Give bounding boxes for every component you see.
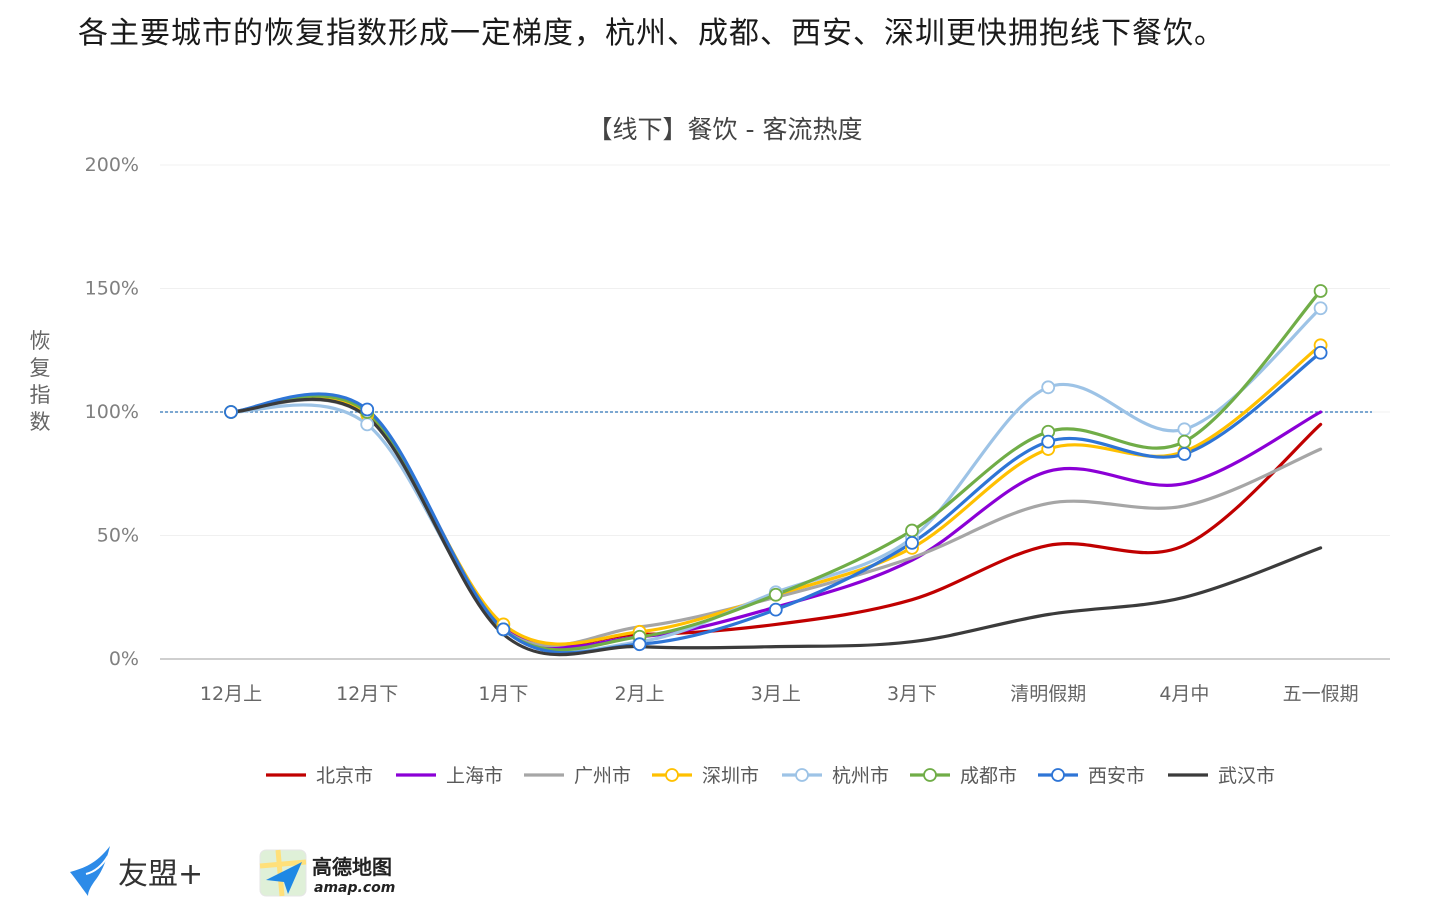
- data-point-西安市: [224, 405, 238, 419]
- data-point-西安市: [360, 402, 375, 417]
- data-point-西安市: [496, 622, 511, 637]
- y-tick-label: 100%: [85, 401, 139, 423]
- data-point-杭州市: [360, 417, 375, 432]
- legend-marker-成都市: [923, 768, 937, 782]
- chart-title: 【线下】餐饮 - 客流热度: [588, 115, 863, 144]
- amap-logo: 高德地图 amap.com: [259, 849, 395, 897]
- data-point-西安市: [632, 637, 647, 652]
- legend-label: 杭州市: [832, 765, 889, 787]
- amap-logo-name: 高德地图: [312, 855, 392, 879]
- umeng-logo: 友盟+: [70, 846, 203, 896]
- amap-arrow-icon: [266, 862, 302, 894]
- amap-logo-url: amap.com: [314, 880, 395, 896]
- data-point-西安市: [1313, 345, 1328, 360]
- y-axis-label-char: 指: [30, 383, 51, 407]
- legend-marker-深圳市: [665, 768, 679, 782]
- x-tick-label: 2月上: [615, 683, 665, 705]
- legend-label: 北京市: [316, 765, 373, 787]
- x-tick-label: 3月上: [751, 683, 801, 705]
- data-point-西安市: [905, 536, 919, 550]
- data-point-杭州市: [1313, 301, 1328, 316]
- data-point-西安市: [768, 602, 783, 617]
- series-line-武汉市: [229, 397, 1323, 657]
- y-tick-label: 150%: [85, 278, 139, 300]
- y-tick-label: 0%: [109, 648, 139, 670]
- data-point-成都市: [1177, 434, 1192, 449]
- data-point-杭州市: [1177, 422, 1192, 437]
- legend-label: 武汉市: [1218, 765, 1275, 787]
- x-tick-label: 12月下: [336, 683, 398, 705]
- y-axis-label-char: 数: [30, 410, 51, 434]
- x-tick-label: 4月中: [1159, 683, 1209, 705]
- data-point-西安市: [1177, 447, 1192, 461]
- legend-marker-杭州市: [795, 768, 809, 782]
- legend-label: 广州市: [574, 765, 631, 787]
- data-point-成都市: [768, 587, 783, 602]
- legend-label: 成都市: [960, 765, 1017, 787]
- y-tick-label: 50%: [97, 525, 139, 547]
- umeng-logo-text: 友盟+: [118, 857, 203, 892]
- x-tick-label: 1月下: [478, 683, 528, 705]
- data-point-杭州市: [1041, 380, 1056, 395]
- data-point-成都市: [905, 523, 919, 538]
- legend-label: 上海市: [446, 765, 503, 787]
- y-axis-label-char: 复: [30, 356, 51, 380]
- page-headline: 各主要城市的恢复指数形成一定梯度，杭州、成都、西安、深圳更快拥抱线下餐饮。: [78, 16, 1225, 51]
- data-point-西安市: [1041, 434, 1056, 449]
- legend-label: 西安市: [1088, 765, 1145, 787]
- legend-label: 深圳市: [702, 765, 759, 787]
- x-tick-label: 3月下: [887, 683, 937, 705]
- x-tick-label: 清明假期: [1010, 683, 1086, 705]
- x-tick-label: 12月上: [200, 683, 262, 705]
- x-tick-label: 五一假期: [1283, 683, 1359, 705]
- data-point-成都市: [1313, 284, 1328, 298]
- y-tick-label: 200%: [85, 154, 139, 176]
- umeng-bird-icon: [70, 846, 110, 896]
- y-axis-label-char: 恢: [30, 329, 51, 353]
- legend-marker-西安市: [1051, 768, 1065, 782]
